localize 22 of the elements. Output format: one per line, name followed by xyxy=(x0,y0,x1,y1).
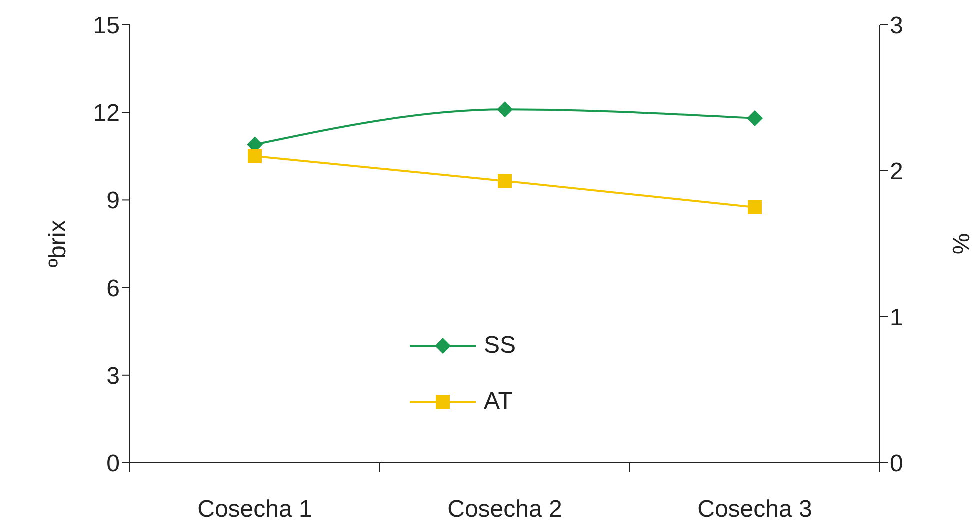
y-axis-title: ºbrix xyxy=(44,220,72,268)
y-tick-label: 9 xyxy=(106,188,120,215)
x-tick-label: Cosecha 2 xyxy=(448,496,562,523)
y-tick-label: 12 xyxy=(93,100,120,128)
point xyxy=(497,102,513,118)
y-tick-label: 6 xyxy=(106,275,120,302)
x-tick-label: Cosecha 1 xyxy=(198,496,312,523)
legend-label: SS xyxy=(484,332,516,360)
point xyxy=(248,149,262,164)
legend-label: AT xyxy=(484,388,513,416)
x-tick-label: Cosecha 3 xyxy=(698,496,812,523)
y2-axis-title: % xyxy=(948,233,976,255)
y2-tick-label: 3 xyxy=(890,12,904,40)
y2-tick-label: 2 xyxy=(890,158,904,186)
point xyxy=(498,174,512,188)
y2-tick-label: 1 xyxy=(890,304,904,332)
point xyxy=(748,200,762,214)
y-tick-label: 0 xyxy=(106,450,120,478)
y-tick-label: 15 xyxy=(93,12,120,40)
y-tick-label: 3 xyxy=(106,362,120,390)
point xyxy=(747,110,763,126)
y2-tick-label: 0 xyxy=(890,450,904,478)
